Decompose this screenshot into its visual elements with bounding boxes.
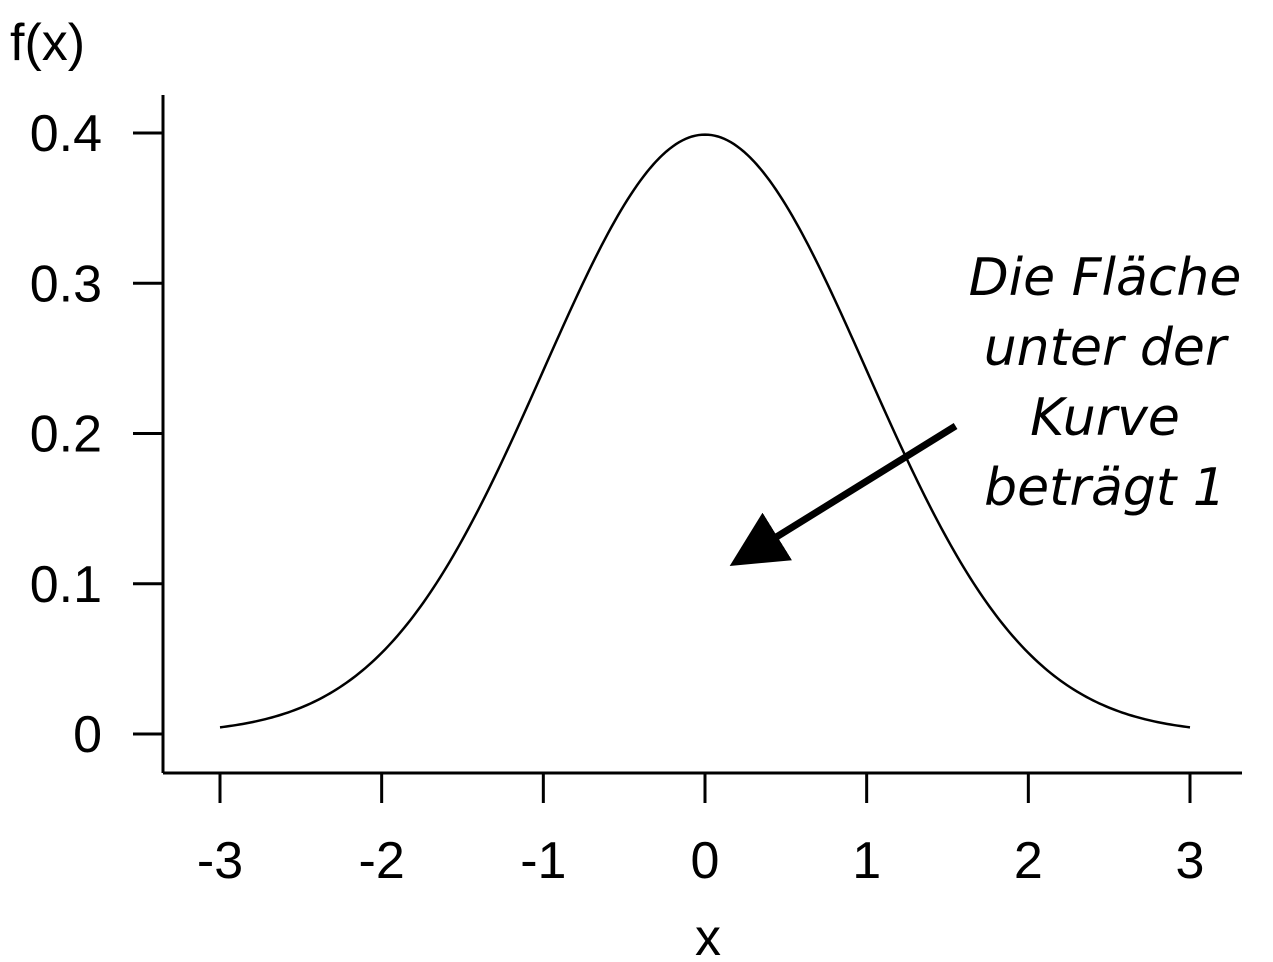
x-tick-label: -2: [359, 832, 405, 890]
x-axis-ticks: -3 -2 -1 0 1 2 3: [197, 773, 1205, 890]
x-axis-title: x: [695, 909, 721, 962]
annotation-line-3: Kurve: [1030, 388, 1180, 448]
x-tick-label: 2: [1014, 832, 1043, 890]
y-axis-ticks: 0 0.1 0.2 0.3 0.4: [30, 105, 163, 764]
area-annotation: Die Fläche unter der Kurve beträgt 1: [729, 248, 1242, 566]
x-tick-label: 1: [852, 832, 881, 890]
annotation-line-4: beträgt 1: [984, 458, 1226, 518]
annotation-line-2: unter der: [984, 318, 1230, 378]
y-tick-label: 0.3: [30, 255, 102, 313]
annotation-arrow: [729, 423, 958, 566]
y-tick-label: 0.2: [30, 406, 102, 464]
x-tick-label: -1: [520, 832, 566, 890]
density-curve: [219, 133, 1191, 729]
x-tick-label: 0: [691, 832, 720, 890]
y-tick-label: 0.4: [30, 105, 102, 163]
y-tick-label: 0: [73, 706, 102, 764]
x-tick-label: 3: [1176, 832, 1205, 890]
y-tick-label: 0.1: [30, 556, 102, 614]
y-axis-title: f(x): [10, 14, 85, 72]
x-tick-label: -3: [197, 832, 243, 890]
annotation-line-1: Die Fläche: [969, 248, 1242, 308]
